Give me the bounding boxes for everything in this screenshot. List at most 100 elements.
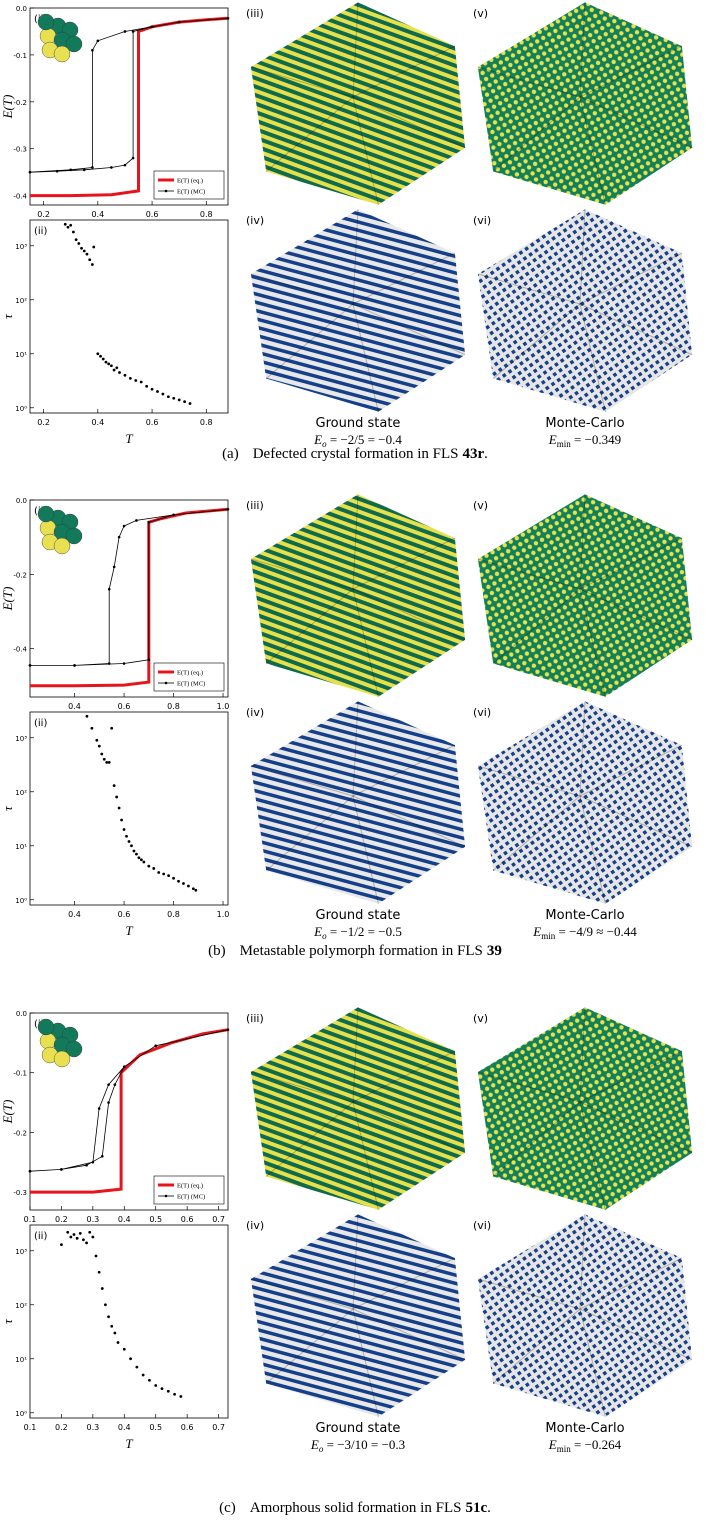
sphere — [39, 1032, 57, 1050]
facet-edge — [579, 1101, 606, 1210]
image-label: (iv) — [246, 214, 264, 227]
energy-symbol: E — [532, 924, 541, 939]
y-tick-label: 0.0 — [16, 5, 27, 13]
image-label: (vi) — [473, 1219, 491, 1232]
x-tick-label: 0.7 — [212, 1423, 225, 1432]
data-point — [100, 752, 104, 756]
facet-edge — [352, 1050, 456, 1103]
x-tick-label: 0.4 — [91, 418, 104, 427]
facet-edge — [579, 1214, 586, 1310]
data-point — [188, 402, 192, 405]
facet-edge — [352, 1308, 466, 1361]
energy-expression: = −1/2 = −0.5 — [327, 924, 402, 939]
series-marker — [107, 662, 111, 665]
data-point — [99, 354, 102, 358]
y-tick-label: 10² — [15, 789, 27, 797]
x-axis-label: T — [125, 431, 133, 446]
y-tick-label: -0.4 — [13, 193, 27, 201]
series-line — [30, 1028, 229, 1194]
facet-edge — [352, 795, 466, 848]
series-marker — [82, 168, 86, 172]
image-label: (v) — [473, 499, 488, 512]
data-point — [187, 884, 190, 888]
energy-label: Eo = −2/5 = −0.4 — [313, 432, 402, 449]
data-point — [90, 726, 94, 730]
facet-edge — [477, 558, 581, 590]
data-point — [172, 396, 176, 400]
data-point — [82, 249, 86, 253]
facet-edge — [250, 1071, 354, 1103]
y-axis-label: E(T) — [0, 587, 15, 612]
facet-edge — [579, 1101, 693, 1154]
y-tick-label: 10² — [15, 1302, 27, 1310]
energy-expression: = −4/9 ≈ −0.44 — [555, 924, 637, 939]
y-axis-label: τ — [0, 1318, 15, 1324]
data-point — [85, 1241, 88, 1245]
caption-text: Defected crystal formation in FLS — [253, 446, 459, 462]
facet-edge — [352, 252, 456, 305]
series-marker — [107, 1083, 110, 1086]
caption: (c) Amorphous solid formation in FLS 51c. — [219, 1500, 491, 1516]
data-point — [117, 806, 121, 810]
energy-subscript: o — [319, 1444, 324, 1454]
facet-edge — [352, 96, 379, 205]
facet-edge — [579, 1050, 683, 1103]
caption-end: . — [487, 1500, 491, 1516]
data-point — [122, 1347, 126, 1351]
facet-edge — [579, 96, 693, 149]
data-point — [183, 400, 187, 404]
facet-edge — [352, 1214, 359, 1310]
facet-edge — [579, 795, 693, 848]
x-tick-label: 0.6 — [146, 210, 159, 219]
y-tick-label: 10¹ — [15, 351, 27, 359]
data-point — [145, 384, 149, 388]
facet-edge — [492, 303, 581, 379]
energy-symbol: E — [310, 1437, 319, 1452]
data-point — [75, 1236, 79, 1240]
data-point — [91, 1235, 95, 1239]
facet-edge — [492, 96, 581, 172]
panel-label: (ii) — [34, 1231, 47, 1242]
series-marker — [97, 1107, 101, 1110]
caption-text: Metastable polymorph formation in FLS — [240, 943, 483, 959]
x-tick-label: 0.4 — [68, 702, 81, 711]
data-point — [139, 380, 143, 384]
facet-edge — [579, 209, 586, 305]
sphere — [65, 1040, 83, 1058]
x-tick-label: 0.2 — [55, 1215, 68, 1224]
energy-expression: = −3/10 = −0.3 — [323, 1437, 405, 1452]
data-point — [69, 1235, 73, 1239]
image-label: (v) — [473, 1012, 488, 1025]
x-tick-label: 0.6 — [181, 1215, 194, 1224]
data-point — [97, 1270, 101, 1274]
data-point — [96, 352, 100, 356]
series-marker — [122, 1065, 126, 1069]
data-point — [167, 874, 171, 878]
data-point — [141, 1373, 145, 1377]
y-tick-label: 10⁰ — [15, 897, 27, 905]
x-tick-label: 0.6 — [181, 1423, 194, 1432]
data-point — [118, 371, 121, 374]
series-marker — [110, 166, 113, 169]
cluster-icon — [37, 1018, 83, 1068]
data-point — [191, 887, 195, 891]
data-point — [88, 1230, 92, 1234]
cluster-icon — [37, 505, 83, 555]
icosahedron — [250, 1214, 466, 1417]
x-axis-label: T — [125, 923, 133, 938]
data-point — [85, 714, 89, 718]
data-point — [80, 246, 83, 250]
legend-label: E(T) (eq.) — [177, 1183, 203, 1190]
caption-text: Amorphous solid formation in FLS — [250, 1500, 462, 1516]
series-marker — [73, 664, 76, 667]
energy-label: Eo = −3/10 = −0.3 — [310, 1437, 405, 1454]
data-point — [132, 849, 136, 853]
y-tick-label: 10¹ — [15, 1356, 27, 1364]
facet-edge — [352, 96, 466, 149]
data-point — [107, 760, 111, 764]
facet-edge — [250, 66, 354, 98]
energy-subscript: o — [322, 439, 327, 449]
x-tick-label: 0.8 — [167, 910, 180, 919]
icosahedron — [250, 494, 466, 697]
